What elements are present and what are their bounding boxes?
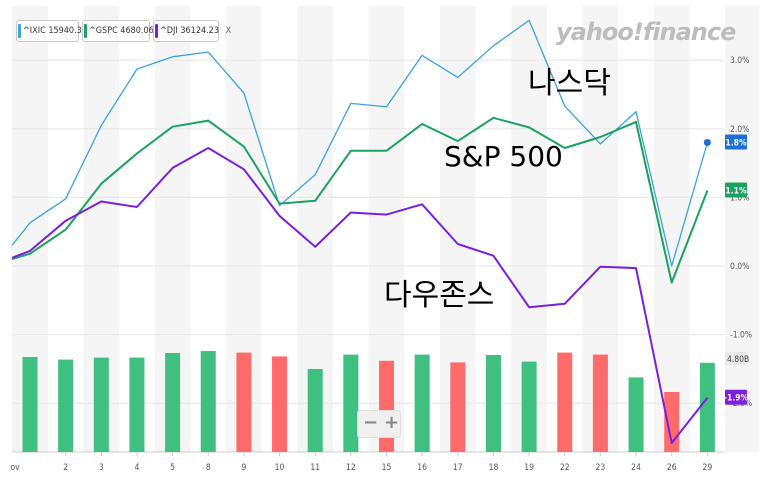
volume-bar: [165, 353, 181, 452]
volume-label: 4.80B: [727, 355, 749, 365]
x-tick-label: 12: [346, 463, 356, 473]
volume-bar: [592, 354, 608, 452]
volume-bar: [521, 361, 537, 452]
x-tick-label: 29: [702, 463, 712, 473]
x-tick-label: 22: [560, 463, 570, 473]
ticker-color-swatch: [84, 24, 87, 38]
volume-bar: [22, 357, 38, 452]
series-line-gspc: [11, 116, 709, 284]
ticker-chip-label: ^IXIC 15940.31: [23, 26, 87, 36]
y-tick-label: 1.0%: [730, 193, 749, 203]
volume-bar: [272, 356, 288, 452]
volume-bar: [93, 357, 109, 452]
x-tick-label: 5: [170, 463, 175, 473]
series-endpoint-marker: [703, 139, 711, 147]
end-value-label: 1.1%: [725, 187, 747, 197]
volume-bar: [557, 352, 573, 452]
yahoo-finance-watermark: yahoo!finance: [556, 18, 736, 46]
x-tick-label: 8: [206, 463, 211, 473]
y-tick-label: 2.0%: [730, 125, 749, 135]
volume-bar: [200, 351, 216, 452]
x-tick-label: 3: [99, 463, 104, 473]
x-tick-label: 2: [63, 463, 68, 473]
volume-bar: [628, 377, 644, 452]
x-tick-label: ov: [10, 463, 20, 473]
volume-bar: [379, 360, 394, 452]
ticker-color-swatch: [18, 24, 21, 38]
background-band: [725, 6, 759, 452]
x-tick-label: 11: [310, 463, 320, 473]
y-tick-label: 0.0%: [730, 262, 749, 272]
volume-bar: [450, 362, 466, 452]
end-value-badge: [725, 389, 747, 405]
end-value-label: -1.9%: [724, 394, 749, 404]
x-tick-label: 26: [667, 463, 677, 473]
volume-bar: [699, 362, 715, 452]
x-tick-label: 19: [524, 463, 534, 473]
x-tick-label: 23: [596, 463, 606, 473]
end-value-badge: [725, 134, 747, 150]
ticker-chip-gspc[interactable]: ^GSPC 4680.06 X: [82, 20, 166, 42]
volume-bar: [307, 369, 323, 452]
ticker-chip-dji[interactable]: ^DJI 36124.23 X: [153, 20, 231, 42]
ticker-chip-ixic[interactable]: ^IXIC 15940.31: [16, 20, 87, 42]
volume-bar: [129, 357, 145, 452]
volume-bar: [414, 354, 430, 452]
x-tick-label: 18: [489, 463, 499, 473]
zoom-out-button[interactable]: −: [363, 412, 379, 433]
x-tick-label: 10: [275, 463, 285, 473]
annotation-nasdaq: 나스닥: [528, 66, 611, 101]
volume-bar: [485, 355, 501, 452]
ticker-color-swatch: [155, 24, 158, 38]
volume-bar: [236, 352, 252, 452]
ticker-chip-label: ^GSPC 4680.06: [89, 26, 154, 36]
end-value-badge: [725, 182, 747, 198]
volume-label-badge: [725, 352, 747, 365]
zoom-in-button[interactable]: +: [384, 412, 400, 433]
end-value-label: 1.8%: [725, 139, 747, 149]
x-tick-label: 9: [241, 463, 246, 473]
annotation-sp500: S&P 500: [444, 140, 563, 173]
ticker-chip-label: ^DJI 36124.23: [160, 26, 219, 36]
x-tick-label: 24: [631, 463, 641, 473]
close-icon[interactable]: X: [225, 26, 232, 36]
y-tick-label: 3.0%: [730, 56, 749, 66]
annotation-dow: 다우존스: [384, 278, 495, 313]
x-tick-label: 16: [417, 463, 427, 473]
volume-bar: [343, 354, 359, 452]
x-tick-label: 4: [135, 463, 140, 473]
zoom-control: − +: [357, 410, 401, 438]
series-line-ixic: [11, 19, 709, 267]
x-tick-label: 17: [453, 463, 463, 473]
series-line-dji: [11, 147, 709, 444]
x-tick-label: 15: [382, 463, 392, 473]
y-tick-label: -1.0%: [730, 331, 752, 341]
volume-bar: [58, 359, 74, 452]
